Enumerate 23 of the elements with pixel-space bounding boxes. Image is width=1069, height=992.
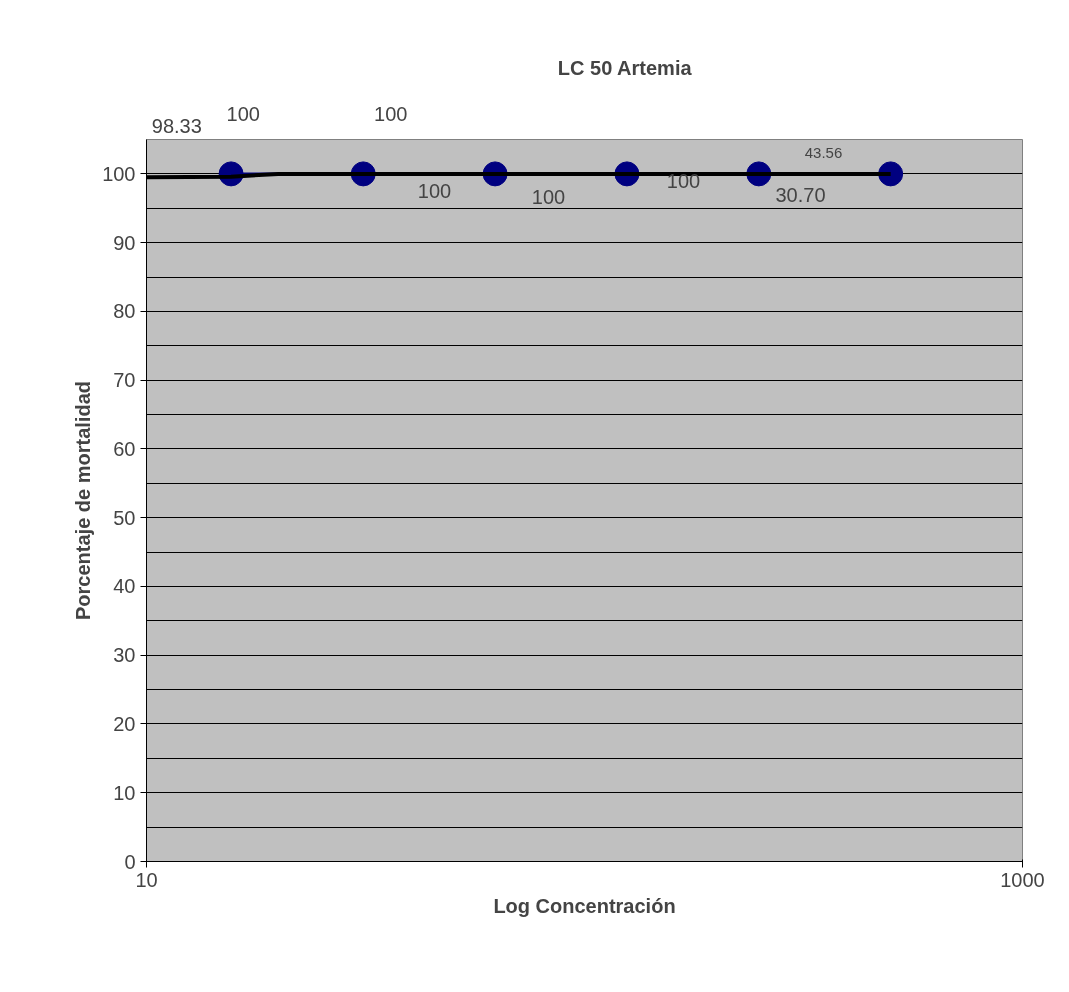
y-tick-label: 10 <box>113 781 136 804</box>
x-tick-label: 1000 <box>1000 868 1045 891</box>
text: 100 <box>226 102 260 125</box>
y-tick-label: 60 <box>113 437 136 460</box>
chart-title: LC 50 Artemia <box>557 56 693 79</box>
y-tick-label: 30 <box>113 644 136 667</box>
y-tick-label: 100 <box>102 162 136 185</box>
annotation: 100 <box>531 185 566 208</box>
y-tick-label: 90 <box>113 231 136 254</box>
y-tick-label: 40 <box>113 575 136 598</box>
text: 98.33 <box>151 114 202 137</box>
y-tick-label: 80 <box>113 300 136 323</box>
y-tick-label: 20 <box>113 712 136 735</box>
annotation: 43.56 <box>804 143 843 161</box>
y-axis-title: Porcentaje de mortalidad <box>72 381 95 620</box>
y-tick-label: 70 <box>113 369 136 392</box>
y-tick-label: 50 <box>113 506 136 529</box>
y-tick-label: 0 <box>124 850 136 873</box>
text: 100 <box>374 102 408 125</box>
annotation: 30.70 <box>775 183 826 206</box>
x-axis-title: Log Concentración <box>493 894 676 917</box>
annotation: 100 <box>666 169 701 192</box>
annotation: 100 <box>417 179 452 202</box>
